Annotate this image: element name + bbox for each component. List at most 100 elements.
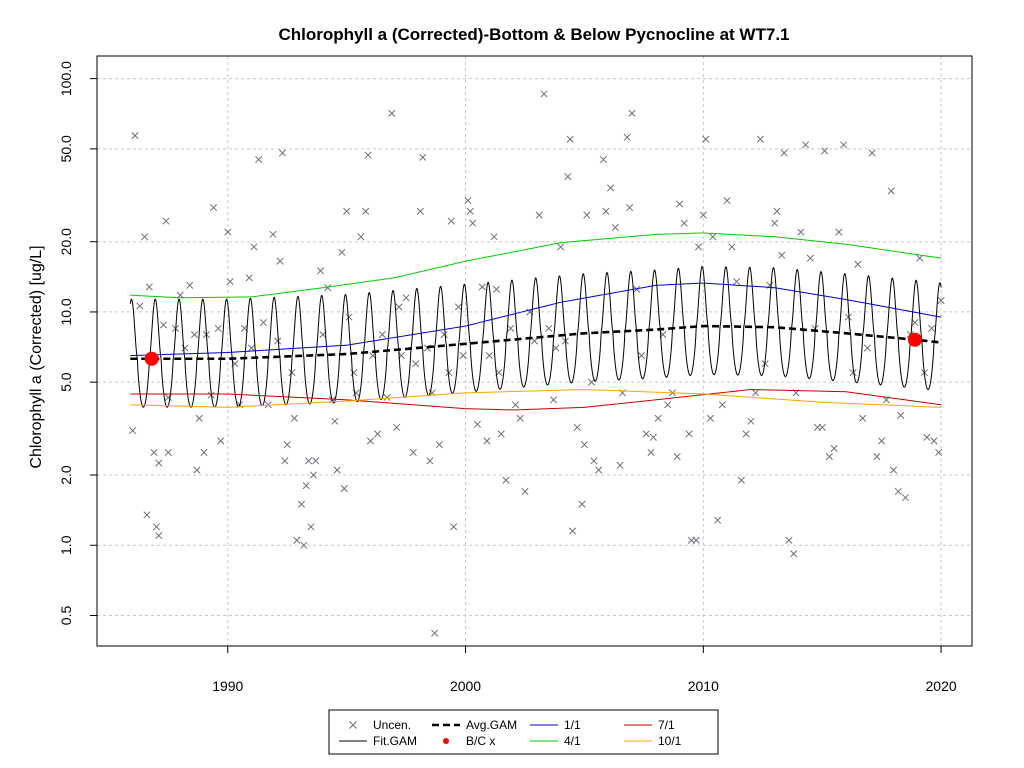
uncen-point bbox=[616, 461, 624, 469]
uncen-point bbox=[692, 536, 700, 544]
series-line-q1 bbox=[130, 282, 942, 357]
uncen-point bbox=[937, 296, 945, 305]
uncen-point bbox=[435, 441, 443, 449]
uncen-point bbox=[350, 368, 358, 377]
uncen-point bbox=[209, 204, 218, 212]
uncen-point bbox=[578, 500, 586, 508]
uncen-point bbox=[825, 452, 833, 461]
uncen-point bbox=[366, 437, 374, 445]
uncen-point bbox=[706, 414, 715, 422]
uncen-point bbox=[633, 285, 641, 293]
uncen-point bbox=[224, 228, 232, 236]
uncen-point bbox=[129, 427, 137, 435]
uncen-point bbox=[552, 344, 560, 352]
uncen-point bbox=[590, 457, 598, 465]
fit-gam-line bbox=[129, 265, 942, 408]
x-tick-label: 2010 bbox=[688, 678, 719, 694]
legend-label-q10: 10/1 bbox=[658, 734, 682, 748]
series-line-q4 bbox=[130, 232, 942, 299]
uncen-point bbox=[164, 448, 172, 456]
uncen-point bbox=[200, 448, 208, 456]
uncen-point bbox=[362, 207, 370, 215]
uncen-point bbox=[290, 414, 298, 422]
uncen-point bbox=[756, 135, 764, 143]
uncen-point bbox=[259, 319, 267, 327]
y-axis-label: Chlorophyll a (Corrected) [ug/L] bbox=[28, 245, 45, 468]
uncen-point bbox=[502, 476, 510, 484]
uncen-point bbox=[293, 536, 301, 544]
uncen-point bbox=[873, 452, 881, 461]
bc-point bbox=[907, 332, 922, 347]
uncen-point bbox=[497, 430, 505, 438]
x-tick-label: 2020 bbox=[926, 678, 957, 694]
uncen-point bbox=[580, 441, 588, 449]
uncen-point bbox=[131, 132, 139, 140]
uncen-point bbox=[226, 277, 234, 286]
uncen-point bbox=[150, 448, 158, 456]
uncen-point bbox=[245, 274, 253, 282]
legend: Uncen. Avg.GAM 1/1 7/1 Fit.GAM B/C x 4/1 10/1 bbox=[328, 709, 719, 755]
x-axis: 1990 2000 2010 2020 bbox=[212, 646, 957, 694]
uncen-point bbox=[733, 277, 741, 286]
uncen-point bbox=[492, 285, 501, 293]
uncen-point bbox=[894, 487, 902, 496]
uncen-point bbox=[844, 313, 852, 321]
uncen-point bbox=[402, 294, 410, 302]
uncen-point bbox=[450, 523, 458, 531]
legend-label-q7: 7/1 bbox=[658, 718, 675, 732]
uncen-point bbox=[673, 452, 681, 461]
uncen-point bbox=[647, 448, 655, 456]
series-line-q7 bbox=[130, 389, 942, 411]
uncen-point bbox=[878, 437, 886, 445]
uncen-point bbox=[790, 550, 798, 558]
uncen-point bbox=[718, 401, 726, 409]
uncen-point bbox=[357, 233, 365, 241]
uncen-point bbox=[607, 184, 615, 192]
uncen-point bbox=[478, 283, 486, 291]
legend-label-uncen: Uncen. bbox=[373, 718, 411, 732]
uncen-point bbox=[155, 459, 163, 467]
uncen-point bbox=[930, 437, 938, 445]
uncen-point bbox=[549, 396, 558, 404]
uncen-point bbox=[278, 149, 287, 157]
uncen-point bbox=[752, 389, 760, 397]
uncen-point bbox=[343, 207, 351, 215]
uncen-point bbox=[797, 228, 805, 236]
y-tick-label: 5.0 bbox=[58, 372, 74, 392]
legend-label-q1: 1/1 bbox=[564, 718, 581, 732]
uncen-point bbox=[331, 417, 339, 425]
uncen-point bbox=[136, 302, 144, 310]
uncen-point bbox=[806, 254, 814, 262]
uncen-point bbox=[160, 321, 168, 329]
uncen-point bbox=[214, 324, 222, 332]
uncen-point bbox=[702, 135, 710, 143]
uncen-point bbox=[274, 337, 282, 345]
uncen-point bbox=[485, 352, 493, 360]
uncen-point bbox=[283, 441, 291, 449]
uncen-point bbox=[545, 324, 553, 332]
lines-layer bbox=[129, 232, 942, 411]
uncen-point bbox=[680, 219, 688, 227]
x-tick-label: 1990 bbox=[212, 678, 243, 694]
uncen-point bbox=[141, 233, 149, 241]
uncen-point bbox=[602, 207, 610, 215]
uncen-point bbox=[742, 430, 750, 438]
uncen-point bbox=[564, 173, 572, 181]
uncen-point bbox=[447, 217, 455, 225]
uncen-point bbox=[297, 500, 306, 508]
uncen-point bbox=[859, 414, 867, 422]
uncen-point bbox=[155, 532, 163, 540]
uncen-point bbox=[412, 360, 420, 368]
uncen-point bbox=[540, 90, 548, 98]
uncen-point bbox=[935, 448, 943, 456]
y-tick-label: 50.0 bbox=[58, 135, 74, 162]
uncen-point bbox=[728, 243, 736, 251]
uncen-point bbox=[928, 324, 936, 332]
uncen-point bbox=[535, 211, 543, 219]
uncen-point bbox=[714, 516, 722, 524]
uncen-point bbox=[649, 433, 657, 441]
uncen-point bbox=[309, 471, 317, 479]
uncen-point bbox=[338, 248, 346, 256]
legend-swatch-uncen bbox=[349, 721, 357, 729]
